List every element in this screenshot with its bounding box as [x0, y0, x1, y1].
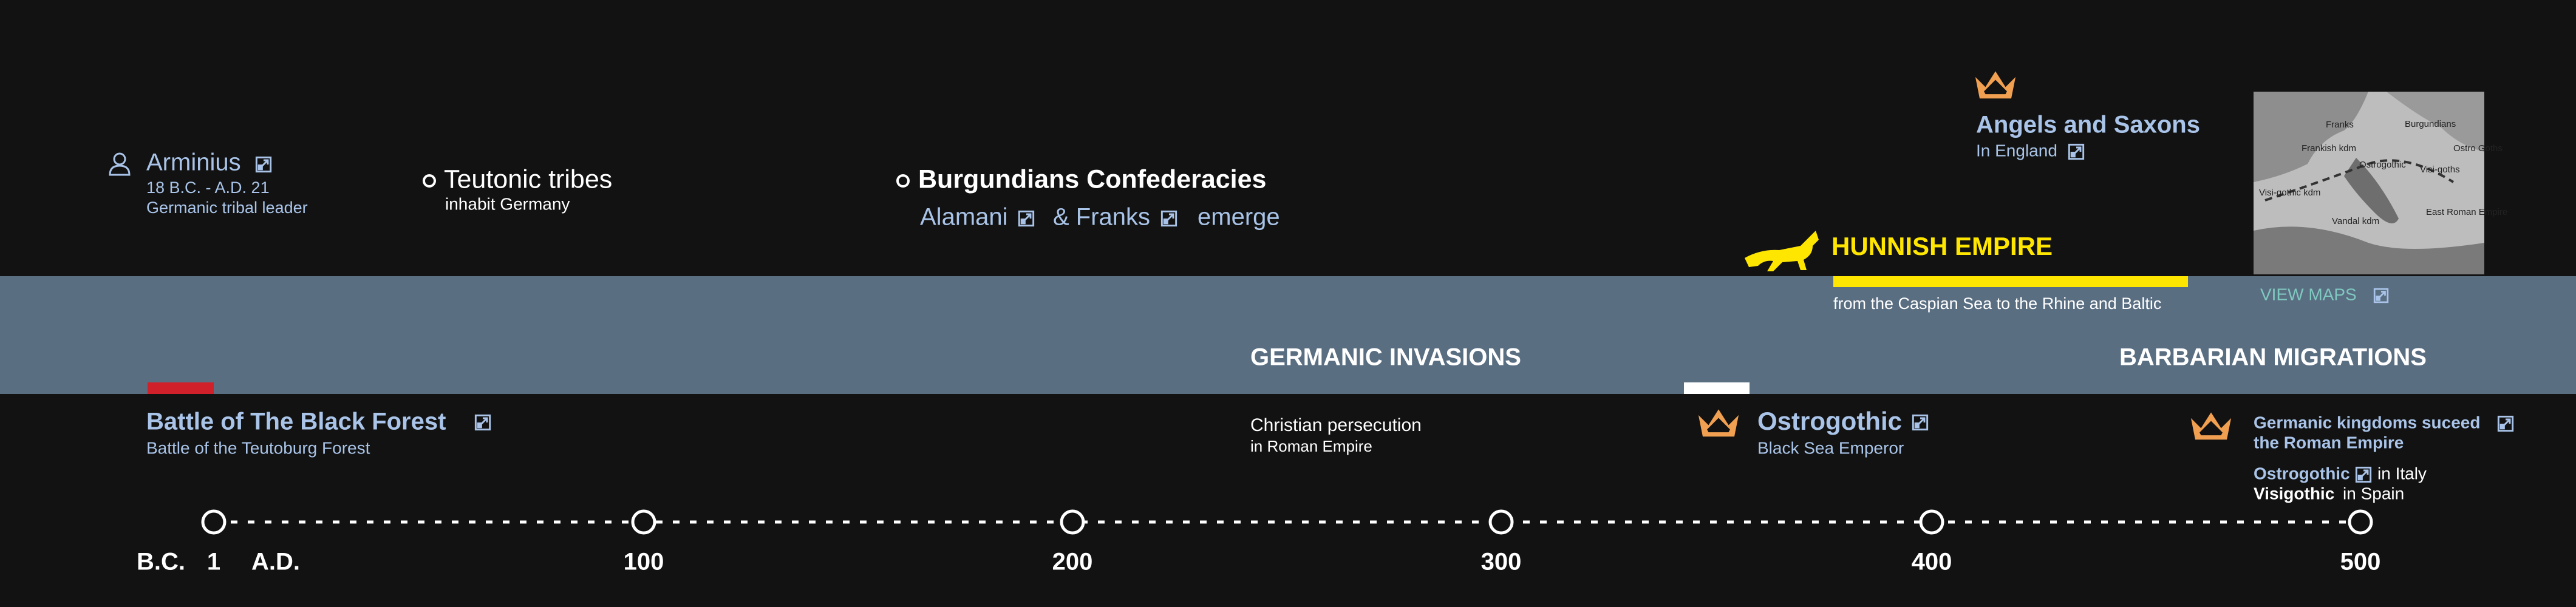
- timeline-label: 500: [2340, 549, 2381, 575]
- event-detail: Black Sea Emperor: [1757, 438, 1904, 457]
- event-title: Battle of The Black Forest: [146, 409, 446, 435]
- timeline-label: B.C.: [137, 549, 185, 575]
- crown-icon: [1698, 409, 1739, 437]
- timeline-label: 400: [1912, 549, 1952, 575]
- era-band: [0, 276, 2576, 394]
- event-detail: inhabit Germany: [445, 194, 570, 213]
- link-icon[interactable]: [1018, 210, 1035, 227]
- event-title: Christian persecution: [1250, 415, 1422, 435]
- event-title: Ostrogothic: [1757, 407, 1902, 435]
- map-label: Visi-gothic kdm: [2259, 188, 2320, 198]
- timeline-label: 1: [207, 549, 220, 575]
- crown-icon: [1975, 71, 2016, 99]
- event-detail: from the Caspian Sea to the Rhine and Ba…: [1833, 294, 2161, 313]
- bullet: [896, 174, 910, 188]
- event-detail: Battle of the Teutoburg Forest: [146, 438, 370, 457]
- era-bar: [1833, 276, 2188, 287]
- timeline-node: [201, 509, 227, 535]
- timeline-label: A.D.: [251, 549, 300, 575]
- link-icon[interactable]: [2497, 415, 2514, 432]
- timeline-node: [1488, 509, 1514, 535]
- link-icon[interactable]: [255, 156, 272, 173]
- link-icon[interactable]: [2068, 143, 2085, 160]
- map-label: Vandal kdm: [2332, 216, 2379, 226]
- band-title: GERMANIC INVASIONS: [1250, 344, 1521, 371]
- event-detail: In England: [1976, 141, 2057, 160]
- event-detail: in Italy: [2377, 464, 2427, 483]
- band-title: BARBARIAN MIGRATIONS: [2119, 344, 2427, 371]
- event-title: Teutonic tribes: [444, 164, 612, 194]
- era-marker: [1684, 382, 1750, 394]
- timeline-ticks: B.C. 1 A.D. 100 200 300 400 500: [137, 509, 2381, 575]
- map-label: Frankish kdm: [2302, 143, 2356, 154]
- event-title: HUNNISH EMPIRE: [1831, 232, 2053, 260]
- map-label: Franks: [2326, 120, 2354, 130]
- event-dates: 18 B.C. - A.D. 21: [146, 178, 270, 197]
- crown-icon: [2190, 412, 2232, 440]
- event-title: Germanic kingdoms suceed: [2254, 413, 2480, 432]
- map-label: Visi-goths: [2420, 164, 2460, 175]
- link-icon[interactable]: [1160, 210, 1177, 227]
- event-detail: in Spain: [2343, 484, 2404, 503]
- person-icon: [109, 152, 131, 176]
- map-label: East Roman Empire: [2426, 207, 2507, 217]
- event-detail: Visigothic: [2254, 484, 2334, 503]
- timeline-node: [1919, 509, 1944, 535]
- event-detail: in Roman Empire: [1250, 437, 1372, 455]
- event-detail: Ostrogothic: [2254, 464, 2350, 483]
- horse-icon: [1745, 231, 1819, 271]
- bullet: [423, 174, 436, 188]
- event-detail: Germanic tribal leader: [146, 198, 308, 217]
- event-title: Angels and Saxons: [1976, 112, 2200, 138]
- event-part: emerge: [1198, 204, 1280, 231]
- timeline-label: 300: [1481, 549, 1522, 575]
- view-maps-link[interactable]: VIEW MAPS: [2260, 285, 2357, 304]
- timeline-node: [1060, 509, 1085, 535]
- timeline-node: [2348, 509, 2373, 535]
- event-part: Alamani: [920, 204, 1008, 231]
- event-title: the Roman Empire: [2254, 433, 2404, 452]
- era-marker: [148, 382, 214, 394]
- event-title: Burgundians Confederacies: [918, 164, 1266, 194]
- link-icon[interactable]: [474, 414, 491, 431]
- map-thumbnail[interactable]: Franks Burgundians Frankish kdm Ostrogot…: [2254, 92, 2507, 274]
- event-part: & Franks: [1053, 204, 1150, 231]
- timeline-node: [631, 509, 656, 535]
- timeline-label: 200: [1052, 549, 1093, 575]
- link-icon[interactable]: [1912, 414, 1929, 431]
- link-icon[interactable]: [2355, 466, 2372, 483]
- event-title: Arminius: [146, 149, 241, 176]
- map-label: Ostrogothic: [2359, 160, 2406, 170]
- map-label: Burgundians: [2405, 119, 2456, 129]
- timeline-label: 100: [624, 549, 664, 575]
- map-label: Ostro Goths: [2453, 143, 2503, 154]
